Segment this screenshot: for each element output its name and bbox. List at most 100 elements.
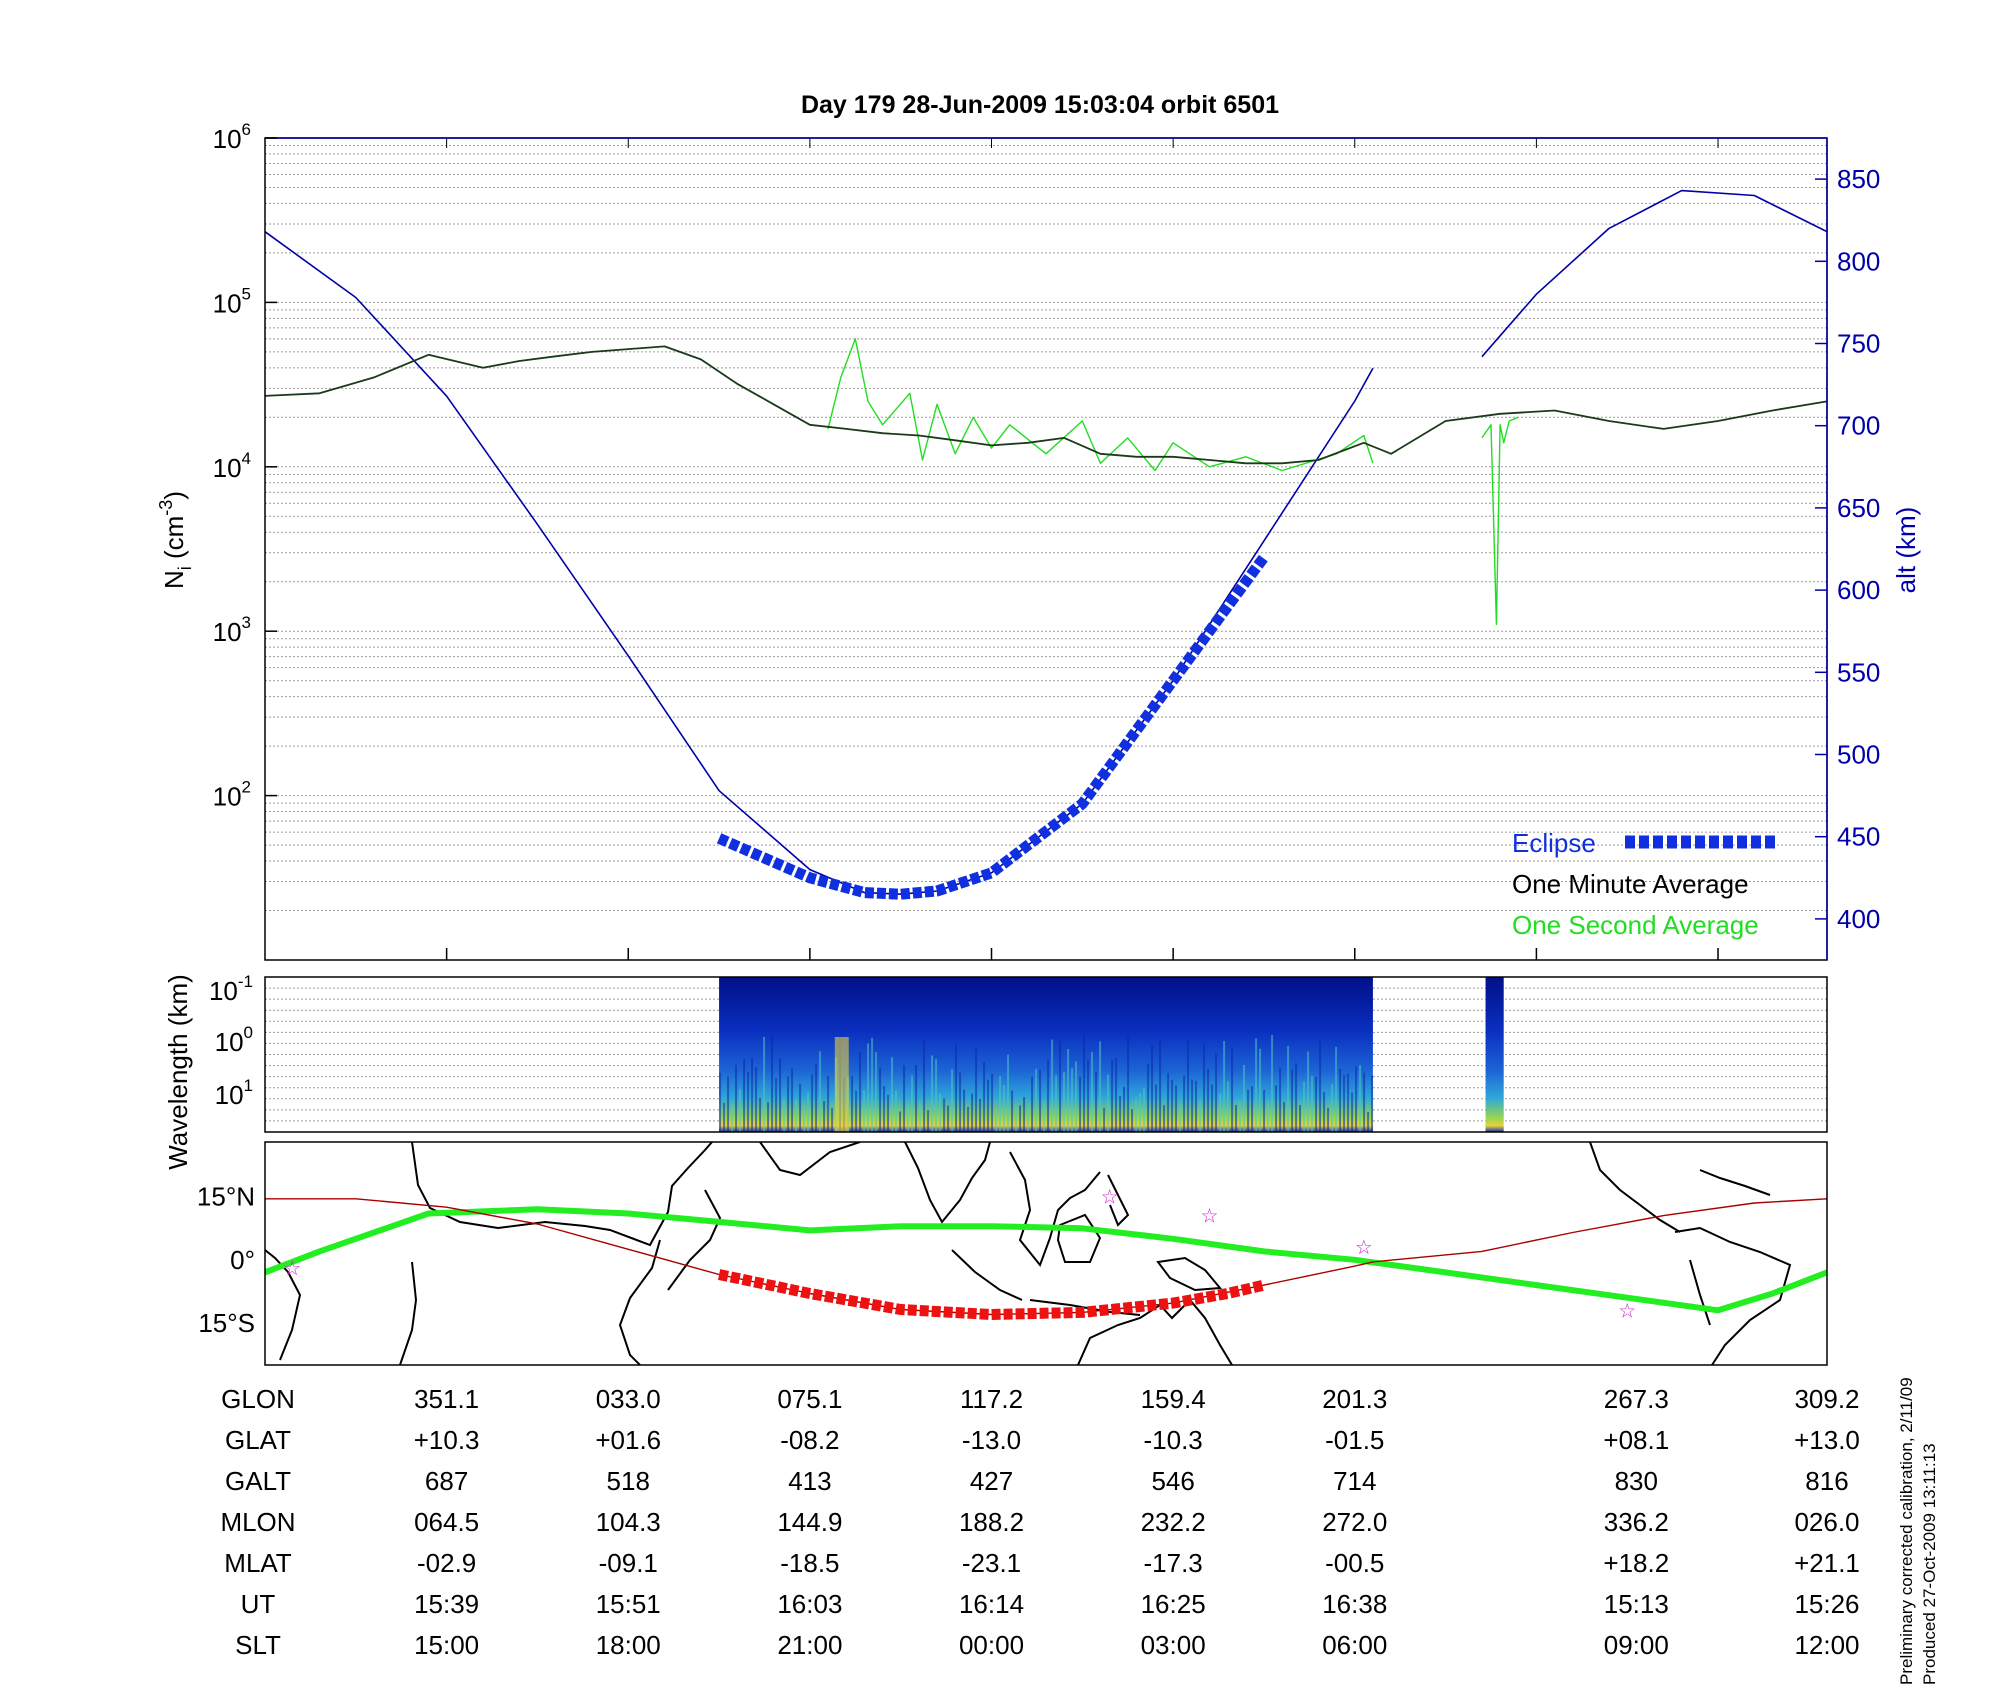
table-cell: -10.3 — [1144, 1425, 1203, 1455]
spectrogram-stripe — [1091, 1051, 1094, 1132]
table-cell: 830 — [1615, 1466, 1658, 1496]
spectrogram-stripe — [943, 1098, 946, 1132]
spectrogram-y-tick-label: 100 — [215, 1023, 253, 1057]
table-cell: +18.2 — [1603, 1548, 1669, 1578]
table-cell: 687 — [425, 1466, 468, 1496]
spectrogram-stripe — [911, 1075, 914, 1132]
series-one-second-average-segment-2 — [1481, 416, 1519, 626]
spectrogram-y-tick-label: 10-1 — [209, 972, 253, 1006]
spectrogram-stripe — [1351, 1092, 1354, 1132]
east-africa-coastline — [618, 1239, 661, 1365]
spectrogram-stripe — [1283, 1102, 1286, 1132]
australia-coastline — [1077, 1298, 1233, 1365]
spectrogram-stripe — [1179, 1107, 1182, 1132]
spectrogram-stripe — [955, 1044, 958, 1132]
spectrogram-stripe — [1295, 1063, 1298, 1132]
star-marker: ☆ — [1200, 1206, 1218, 1228]
density-y-tick-label: 106 — [213, 120, 251, 154]
calibration-note: Preliminary corrected calibration, 2/11/… — [1897, 1377, 1916, 1685]
spectrogram-stripe — [1259, 1048, 1262, 1132]
table-cell: -23.1 — [962, 1548, 1021, 1578]
table-cell: 159.4 — [1141, 1384, 1206, 1414]
spectrogram-stripe — [1187, 1039, 1190, 1132]
spectrogram-stripe — [1107, 1074, 1110, 1132]
table-cell: 064.5 — [414, 1507, 479, 1537]
table-cell: 336.2 — [1604, 1507, 1669, 1537]
altitude-y-label: alt (km) — [1891, 507, 1921, 594]
spectrogram-stripe — [807, 1092, 810, 1132]
table-cell: 714 — [1333, 1466, 1376, 1496]
sumatra-coastline — [951, 1249, 1023, 1301]
spectrogram-stripe — [907, 1104, 910, 1132]
spectrogram-y-tick-label: 101 — [215, 1076, 253, 1110]
density-y-tick-label: 103 — [213, 613, 251, 647]
spectrogram-stripe — [1239, 1101, 1242, 1132]
altitude-y-tick-label: 750 — [1837, 329, 1880, 359]
spectrogram-stripe — [1087, 1059, 1090, 1132]
altitude-y-tick-label: 500 — [1837, 740, 1880, 770]
new-guinea-coastline — [1156, 1256, 1223, 1292]
spectrogram-stripe — [999, 1075, 1002, 1132]
spectrogram-stripe — [771, 1035, 774, 1132]
spectrogram-stripe — [1075, 1061, 1078, 1132]
spectrogram-stripe — [927, 1110, 930, 1132]
spectrogram-stripe — [963, 1089, 966, 1132]
star-marker: ☆ — [283, 1258, 301, 1280]
altitude-y-tick-label: 400 — [1837, 904, 1880, 934]
table-cell: 104.3 — [596, 1507, 661, 1537]
spectrogram-stripe — [1103, 1107, 1106, 1132]
spectrogram-stripe — [1159, 1040, 1162, 1132]
table-cell: 15:26 — [1794, 1589, 1859, 1619]
spectrogram-stripe — [1343, 1074, 1346, 1132]
spectrogram-stripe — [887, 1094, 890, 1132]
spectrogram-stripe — [1311, 1076, 1314, 1132]
spectrogram-stripe — [1147, 1064, 1150, 1132]
india-coastline — [904, 1142, 991, 1224]
spectrogram-data — [719, 977, 1504, 1132]
map-eclipse-track — [717, 1269, 1266, 1320]
table-cell: 144.9 — [777, 1507, 842, 1537]
table-cell: 00:00 — [959, 1630, 1024, 1660]
row-label-slt: SLT — [235, 1630, 281, 1660]
spectrogram-stripe — [1223, 1041, 1226, 1132]
table-cell: 232.2 — [1141, 1507, 1206, 1537]
caribbean-coastline — [1699, 1169, 1771, 1196]
spectrogram-stripe — [831, 1108, 834, 1132]
spectrogram-stripe — [1043, 1102, 1046, 1132]
spectrogram-burst — [834, 1037, 849, 1132]
density-y-tick-label: 102 — [213, 778, 251, 812]
spectrogram-stripe — [1339, 1068, 1342, 1132]
spectrogram-stripe — [747, 1072, 750, 1132]
spectrogram-stripe — [795, 1099, 798, 1132]
spectrogram-stripe — [1247, 1089, 1250, 1132]
spectrogram-stripe — [1279, 1067, 1282, 1132]
spectrogram-stripe — [727, 1076, 730, 1132]
spectrogram-stripe — [947, 1105, 950, 1132]
density-gridlines — [265, 138, 1827, 961]
spectrogram-stripe — [1039, 1069, 1042, 1132]
table-cell: 16:14 — [959, 1589, 1024, 1619]
gulf-of-guinea-coastline — [399, 1261, 418, 1365]
spectrogram-stripe — [891, 1057, 894, 1132]
spectrogram-stripe — [1007, 1054, 1010, 1132]
spectrogram-stripe — [859, 1052, 862, 1132]
spectrogram-stripe — [915, 1065, 918, 1132]
density-y-ticks: 102 103 104 105 106 — [213, 120, 277, 812]
spectrogram-stripe — [1031, 1076, 1034, 1132]
spectrogram-frame — [264, 976, 1828, 1133]
spectrogram-stripe — [1071, 1068, 1074, 1132]
table-cell: 15:51 — [596, 1589, 661, 1619]
spectrogram-stripe — [1215, 1053, 1218, 1132]
spectrogram-panel: 10-1 100 101 Wavelength (km) — [163, 972, 1828, 1170]
spectrogram-stripe — [1063, 1072, 1066, 1132]
spectrogram-stripe — [1067, 1049, 1070, 1132]
chart-title: Day 179 28-Jun-2009 15:03:04 orbit 6501 — [801, 91, 1279, 119]
table-cell: 518 — [607, 1466, 650, 1496]
spectrogram-stripe — [1183, 1075, 1186, 1132]
spectrogram-stripe — [1003, 1084, 1006, 1132]
spectrogram-stripe — [739, 1089, 742, 1132]
row-label-mlat: MLAT — [224, 1548, 292, 1578]
somalia-coastline — [667, 1189, 722, 1291]
table-cell: 117.2 — [960, 1384, 1023, 1414]
